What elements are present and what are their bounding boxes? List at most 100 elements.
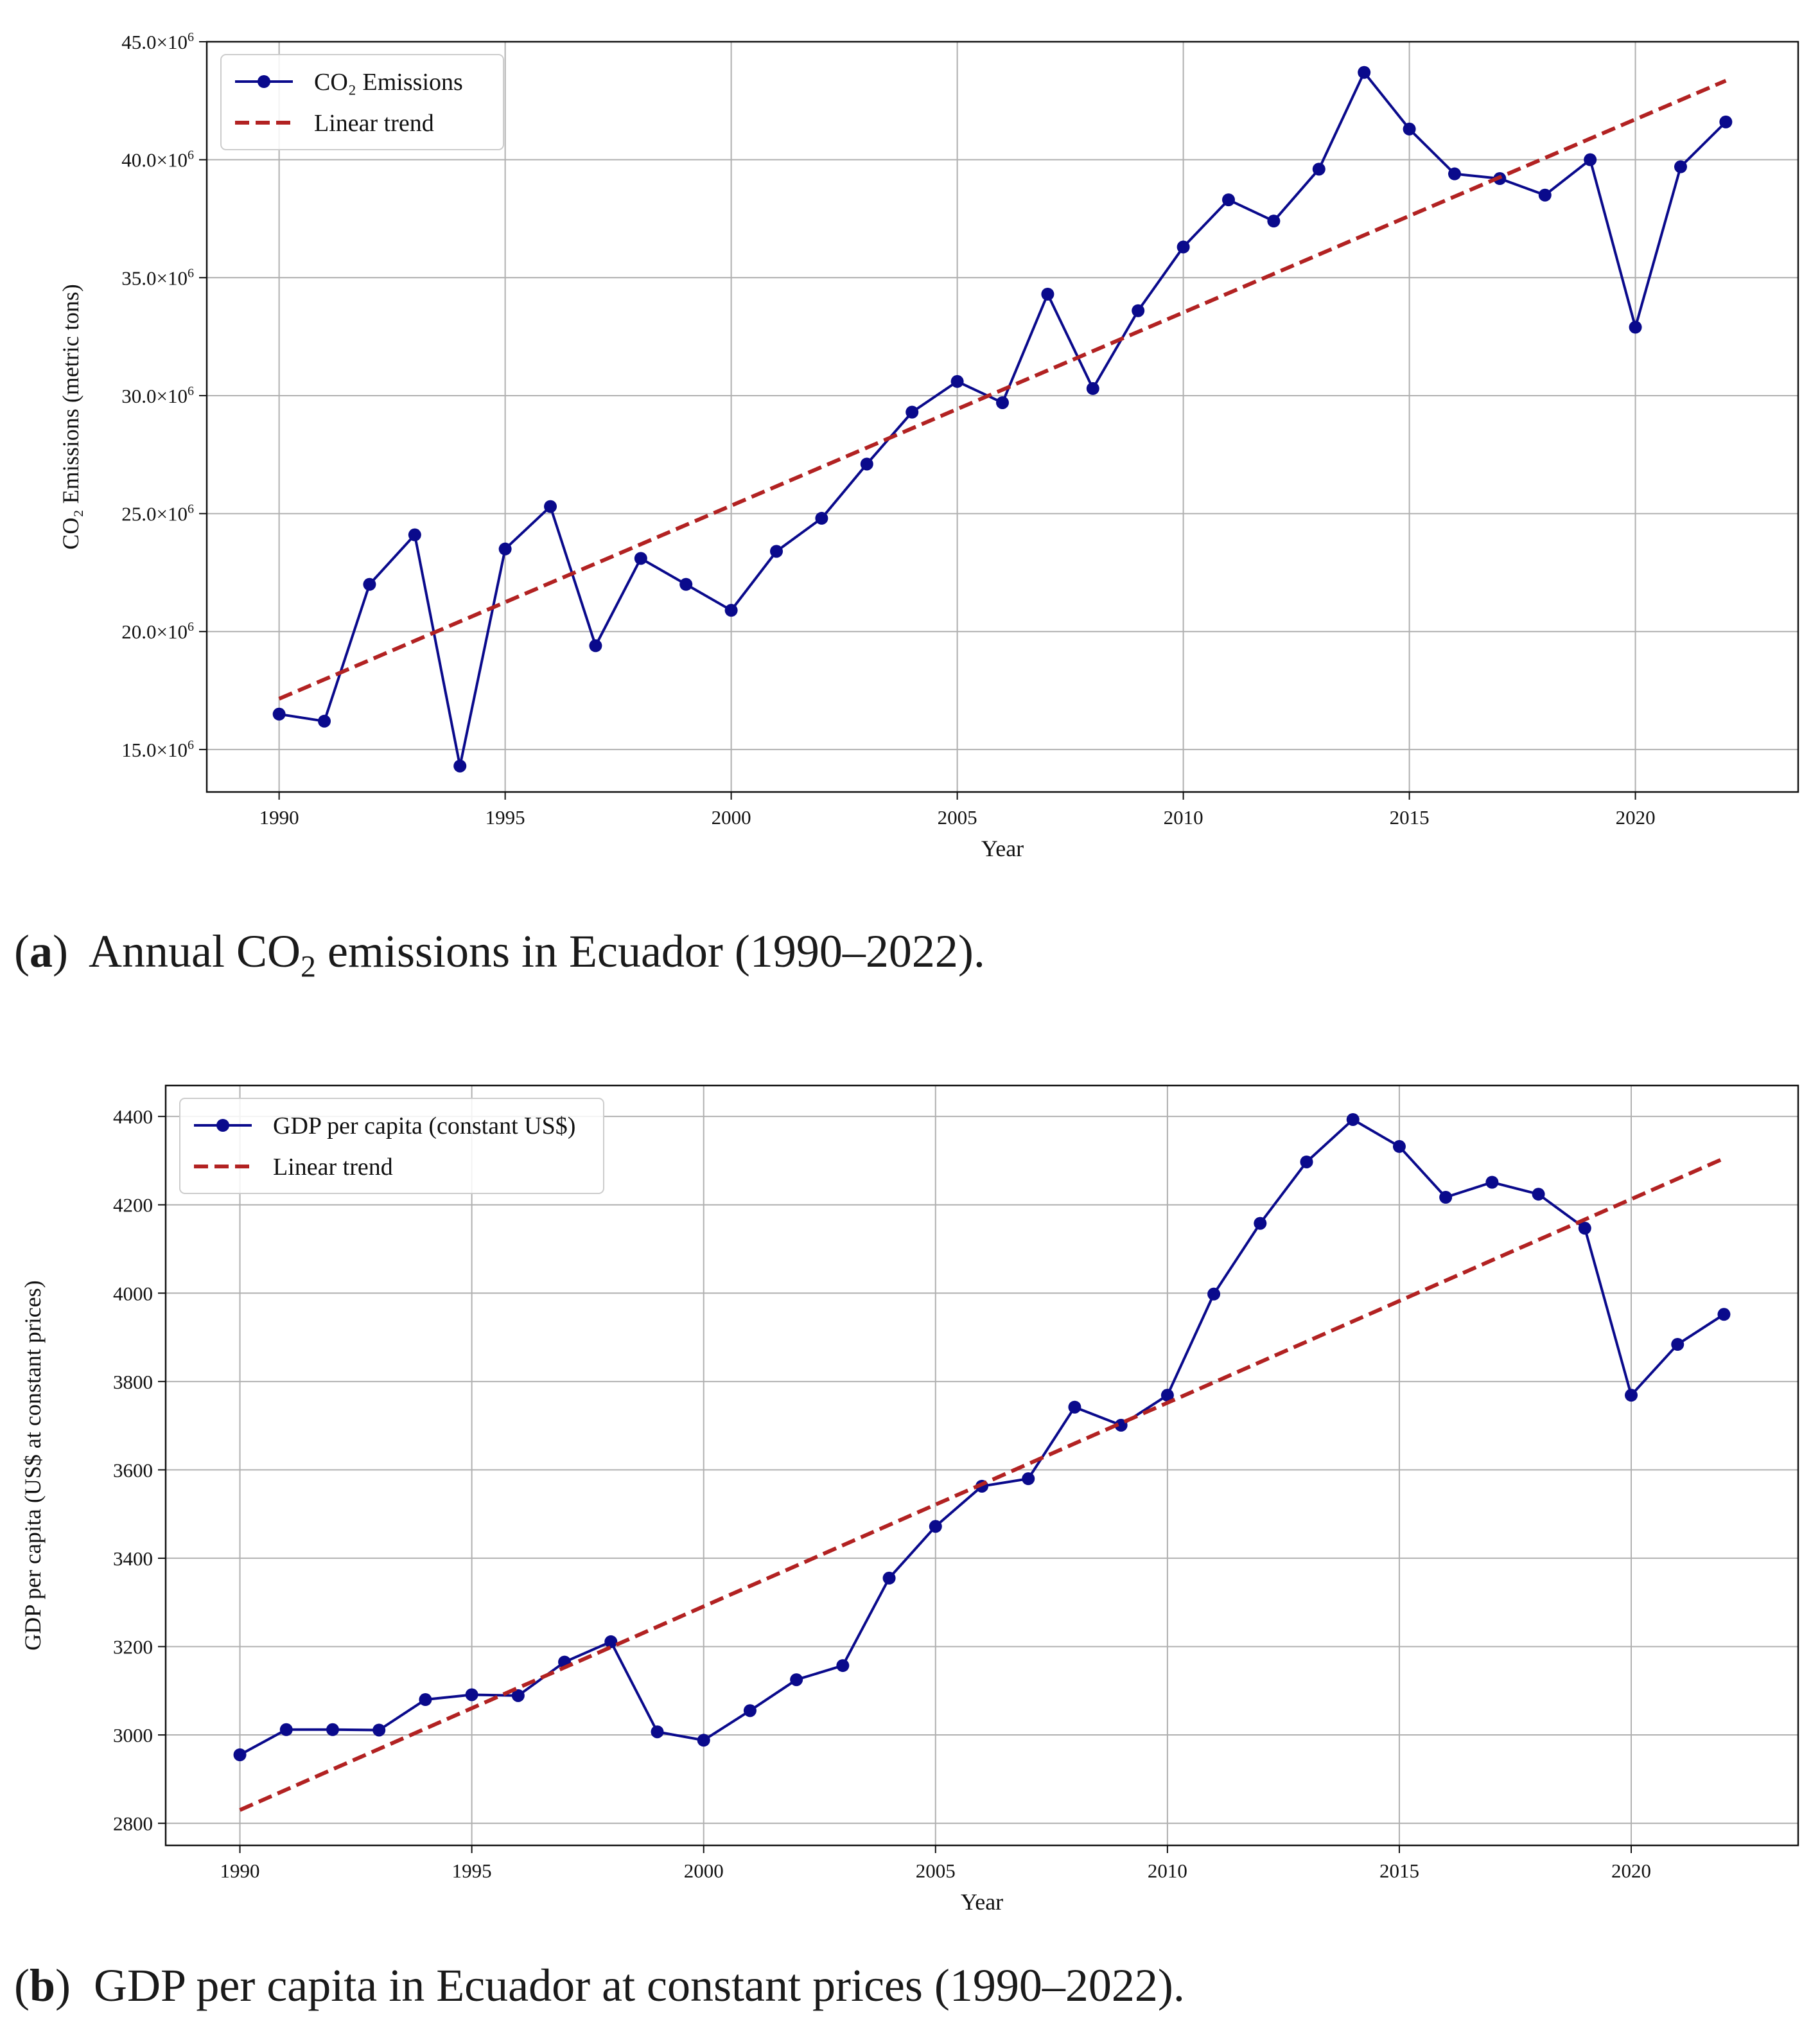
x-tick-label: 2015 <box>1379 1860 1419 1882</box>
data-point <box>906 405 919 419</box>
series-segment <box>1445 1181 1492 1199</box>
series-segment <box>549 506 597 646</box>
data-point <box>326 1723 339 1736</box>
caption-a-subscript: 2 <box>300 949 316 984</box>
data-point <box>372 1723 386 1737</box>
series-segment <box>1491 1181 1539 1196</box>
x-tick-label: 2020 <box>1611 1860 1651 1882</box>
y-tick-multiplier: ×10 <box>157 620 188 643</box>
series-segment <box>981 1477 1029 1488</box>
series-segment <box>323 584 371 722</box>
data-point <box>724 604 738 617</box>
data-point <box>1584 153 1597 166</box>
series-segment <box>1272 168 1320 222</box>
data-point <box>996 396 1009 409</box>
series-segment <box>796 1664 843 1681</box>
series-segment <box>820 463 868 520</box>
caption-b-label: b <box>29 1960 56 2011</box>
series-segment <box>368 534 416 586</box>
data-point <box>929 1520 942 1533</box>
data-point <box>860 457 873 471</box>
data-point <box>1485 1175 1499 1189</box>
series-segment <box>1398 1145 1447 1199</box>
data-point <box>1132 304 1145 317</box>
series-segment <box>1677 1313 1725 1346</box>
series-segment <box>1228 198 1275 222</box>
data-point <box>697 1734 710 1747</box>
data-point <box>272 707 286 721</box>
series-segment <box>1408 128 1456 175</box>
y-tick-multiplier: ×10 <box>157 385 188 407</box>
series-segment <box>1212 1222 1261 1295</box>
legend-marker-swatch <box>258 75 270 88</box>
data-point <box>1346 1112 1360 1126</box>
series-segment <box>1544 159 1591 197</box>
series-segment <box>504 506 552 550</box>
data-point <box>498 542 512 556</box>
data-point <box>1625 1389 1638 1402</box>
y-tick-label: 4400 <box>113 1105 153 1128</box>
y-tick-exponent: 6 <box>188 148 194 163</box>
data-point <box>1538 188 1552 202</box>
x-tick-label: 2005 <box>938 806 977 829</box>
series-segment <box>730 550 778 611</box>
y-tick-multiplier: ×10 <box>157 503 188 525</box>
y-tick-mantissa: 15.0 <box>121 739 156 761</box>
series-segment <box>1074 1405 1122 1427</box>
x-axis-title: Year <box>961 1889 1003 1915</box>
y-tick-label: 3200 <box>113 1635 153 1658</box>
series-segment <box>239 1728 287 1756</box>
series-segment <box>841 1577 891 1667</box>
x-tick-label: 1995 <box>452 1860 492 1882</box>
data-point <box>453 759 467 773</box>
legend-label-series: CO₂ Emissions <box>314 69 463 96</box>
series-segment <box>888 1526 937 1579</box>
data-point <box>1674 160 1687 173</box>
y-tick-label: 3000 <box>113 1724 153 1746</box>
data-point <box>1041 288 1054 301</box>
series-segment <box>703 1709 751 1741</box>
data-point <box>950 374 964 388</box>
x-tick-label: 2000 <box>684 1860 724 1882</box>
data-point <box>589 639 602 653</box>
data-point <box>743 1704 757 1718</box>
legend: CO₂ Emissions Linear trend <box>220 54 504 150</box>
x-tick-label: 2010 <box>1164 806 1203 829</box>
series-segment <box>775 517 823 552</box>
data-point <box>1629 321 1642 334</box>
y-tick-label: 4200 <box>113 1194 153 1217</box>
data-point <box>1068 1400 1081 1414</box>
caption-a-text-before: Annual CO <box>89 926 301 977</box>
data-point <box>1207 1287 1221 1301</box>
y-tick-multiplier: ×10 <box>157 149 188 171</box>
trend-series <box>278 78 1727 701</box>
gridlines <box>166 1086 1798 1845</box>
data-point <box>1254 1217 1267 1230</box>
y-tick-multiplier: ×10 <box>157 31 188 53</box>
y-tick-exponent: 6 <box>188 30 194 44</box>
data-point <box>634 552 647 565</box>
data-point <box>1671 1338 1684 1351</box>
series-segment <box>609 1641 659 1733</box>
series-segment <box>1046 294 1094 389</box>
y-tick-mantissa: 20.0 <box>121 620 156 643</box>
legend-marker-swatch <box>216 1119 229 1132</box>
y-tick-mantissa: 30.0 <box>121 385 156 407</box>
series-segment <box>1182 198 1230 248</box>
legend: GDP per capita (constant US$) Linear tren… <box>179 1098 604 1194</box>
data-point <box>770 545 783 558</box>
y-tick-mantissa: 35.0 <box>121 267 156 289</box>
data-point <box>1532 1188 1545 1201</box>
data-point <box>651 1725 664 1739</box>
series-segment <box>1634 166 1682 328</box>
data-point <box>408 528 421 541</box>
x-tick-label: 2020 <box>1616 806 1656 829</box>
series-segment <box>1027 1406 1076 1480</box>
series-segment <box>749 1678 798 1712</box>
series-segment <box>1001 294 1049 403</box>
y-tick-label: 40.0×106 <box>121 148 194 171</box>
caption-a-text-after: emissions in Ecuador (1990–2022). <box>315 926 985 977</box>
caption-b: (b) GDP per capita in Ecuador at constan… <box>14 1960 1185 2011</box>
data-point <box>604 1635 618 1648</box>
data-point <box>1267 215 1281 228</box>
